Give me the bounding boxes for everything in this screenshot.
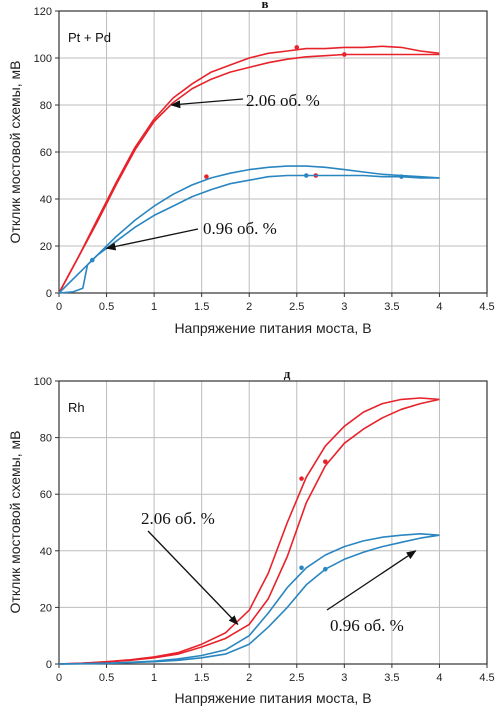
x-tick-label: 4 xyxy=(436,672,442,684)
series-marker-red xyxy=(323,459,328,464)
y-tick-label: 60 xyxy=(40,489,52,501)
x-tick-label: 3.5 xyxy=(384,672,399,684)
chart-panel-1: 0 0.5 1 1.5 2 2.5 3 3.5 4 4.5 0 20 40 60 80 100 120 Напря… xyxy=(7,0,495,336)
x-tick-label: 1.5 xyxy=(194,301,209,313)
gridlines xyxy=(59,11,487,293)
series-marker-red xyxy=(294,45,300,50)
x-tick-label: 0.5 xyxy=(99,301,114,313)
y-tick-label: 20 xyxy=(40,602,52,614)
x-tick-label: 0 xyxy=(56,301,62,313)
annotation-arrow xyxy=(105,228,199,251)
y-tick-label: 60 xyxy=(40,147,52,159)
y-axis-label: Отклик мостовой схемы, мВ xyxy=(7,431,23,614)
annotation-arrow xyxy=(326,550,417,611)
series-marker-blue xyxy=(299,565,304,571)
series-line-blue-4 xyxy=(58,534,440,665)
panel-letter: д xyxy=(284,366,291,381)
x-axis-label: Напряжение питания моста, В xyxy=(174,320,371,336)
y-tick-label: 100 xyxy=(34,53,52,65)
series-marker-red xyxy=(204,174,209,179)
x-tick-label: 1 xyxy=(151,301,157,313)
y-tick-label: 80 xyxy=(40,100,52,112)
panel-label: Pt + Pd xyxy=(68,30,111,45)
series-marker-blue xyxy=(323,566,328,572)
series-line-blue-3 xyxy=(58,165,440,294)
x-tick-label: 3.5 xyxy=(384,301,399,313)
x-tick-label: 2 xyxy=(246,672,252,684)
x-tick-label: 4.5 xyxy=(479,672,494,684)
series-line-red-2 xyxy=(58,398,440,665)
annotation-arrow xyxy=(170,98,244,109)
x-tick-label: 4 xyxy=(436,301,442,313)
y-tick-label: 0 xyxy=(46,659,52,671)
x-axis-label: Напряжение питания моста, В xyxy=(174,690,371,706)
x-tick-label: 1 xyxy=(151,672,157,684)
annotation-arrow xyxy=(147,530,239,626)
gridlines xyxy=(59,381,487,664)
series-line-red-1 xyxy=(58,45,440,294)
y-tick-label: 40 xyxy=(40,194,52,206)
annotation-label: 0.96 об. % xyxy=(203,219,277,238)
y-tick-label: 40 xyxy=(40,546,52,558)
x-tick-label: 2.5 xyxy=(289,672,304,684)
series-line-red-2 xyxy=(58,53,440,294)
plot-frame xyxy=(58,380,488,665)
chart-panel-2: 0 0.5 1 1.5 2 2.5 3 3.5 4 4.5 0 20 40 60 80 100 Напряжен… xyxy=(7,366,495,706)
series-marker-red xyxy=(299,476,304,481)
x-tick-label: 4.5 xyxy=(479,301,494,313)
annotation-label: 2.06 об. % xyxy=(246,91,320,110)
y-tick-label: 100 xyxy=(34,376,52,388)
x-tick-label: 0 xyxy=(56,672,62,684)
panel-letter: в xyxy=(261,0,268,11)
annotation-label: 0.96 об. % xyxy=(330,616,404,635)
y-tick-label: 0 xyxy=(46,288,52,300)
x-tick-label: 3 xyxy=(341,301,347,313)
y-tick-label: 20 xyxy=(40,241,52,253)
x-tick-label: 2 xyxy=(246,301,252,313)
annotation-label: 2.06 об. % xyxy=(141,509,215,528)
y-tick-label: 80 xyxy=(40,433,52,445)
y-tick-label: 120 xyxy=(34,6,52,18)
x-tick-label: 1.5 xyxy=(194,672,209,684)
series-marker-blue xyxy=(89,257,95,263)
x-tick-label: 3 xyxy=(341,672,347,684)
x-tick-label: 0.5 xyxy=(99,672,114,684)
x-tick-label: 2.5 xyxy=(289,301,304,313)
y-axis-label: Отклик мостовой схемы, мВ xyxy=(7,61,23,244)
panel-label: Rh xyxy=(68,400,85,415)
